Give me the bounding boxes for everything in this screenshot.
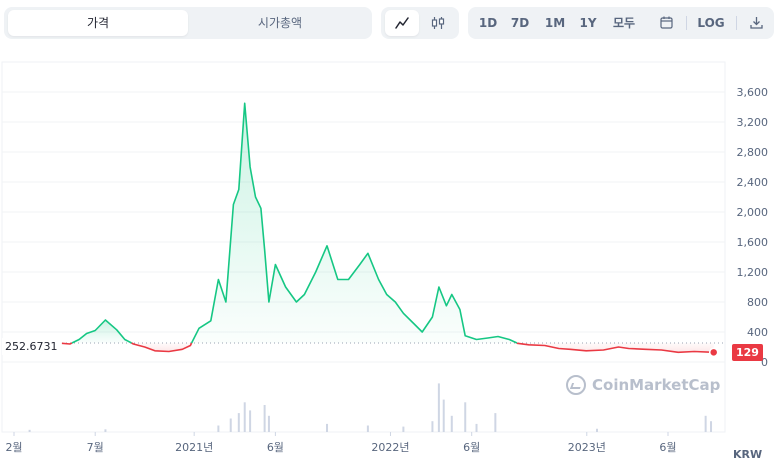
download-icon [749, 17, 763, 29]
calendar-icon [659, 16, 673, 29]
price-line-down [131, 342, 193, 353]
x-tick-label: 6월 [463, 441, 480, 454]
volume-bar [704, 415, 707, 432]
y-tick-label: 400 [747, 326, 768, 339]
volume-bar [263, 405, 266, 432]
range-group: 1D 7D 1M 1Y 모두 LOG [468, 7, 774, 39]
log-divider [736, 16, 737, 30]
volume-bar [494, 413, 497, 432]
tab-market-cap[interactable]: 시가총액 [257, 16, 303, 30]
range-1d-button[interactable]: 1D [478, 16, 498, 30]
chart-type-group [381, 7, 459, 39]
y-tick-label: 3,600 [737, 86, 769, 99]
price-line-up [190, 102, 518, 344]
x-tick-label: 2021년 [175, 441, 213, 454]
y-tick-label: 3,200 [737, 116, 769, 129]
x-tick-label: 6월 [659, 441, 676, 454]
x-tick-label: 7월 [87, 441, 104, 454]
watermark-text: CoinMarketCap [592, 376, 721, 394]
y-tick-label: 1,600 [737, 236, 769, 249]
price-line-down [516, 342, 714, 354]
current-price-dot [708, 347, 719, 358]
x-tick-label: 2022년 [371, 441, 409, 454]
watermark: CoinMarketCap [566, 375, 720, 395]
tab-price[interactable]: 가격 [8, 10, 188, 36]
volume-bar [475, 423, 478, 432]
volume-bar [437, 383, 440, 432]
volume-bar [442, 399, 445, 432]
range-divider [686, 16, 687, 30]
line-chart-icon [395, 17, 409, 29]
price-line-down [61, 342, 73, 345]
volume-bar [104, 429, 107, 432]
price-area-up [71, 320, 132, 343]
y-tick-label: 0 [761, 356, 768, 369]
range-7d-button[interactable]: 7D [510, 16, 530, 30]
download-button[interactable] [744, 7, 768, 39]
plot-frame [1, 61, 726, 433]
price-area-up [191, 103, 517, 343]
candlestick-chart-button[interactable] [421, 10, 455, 36]
coinmarketcap-logo-icon [566, 375, 586, 395]
log-scale-button[interactable]: LOG [697, 16, 725, 30]
volume-bar [402, 426, 405, 432]
range-1y-button[interactable]: 1Y [579, 16, 597, 30]
volume-bar [217, 425, 220, 432]
volume-bar [710, 421, 713, 432]
line-chart-button[interactable] [385, 10, 419, 36]
y-tick-label: 1,200 [737, 266, 769, 279]
volume-bar [28, 429, 31, 432]
y-tick-label: 2,000 [737, 206, 769, 219]
volume-bar [229, 418, 232, 432]
volume-bar [237, 413, 240, 432]
metric-tab-group: 가격 시가총액 [4, 7, 372, 39]
price-line-up [71, 319, 132, 344]
y-tick-label: 800 [747, 296, 768, 309]
volume-bar [243, 402, 246, 432]
date-range-button[interactable] [654, 7, 678, 39]
volume-bar [326, 423, 329, 432]
baseline-price-label: 252.6731 [2, 338, 61, 355]
volume-bar [366, 425, 369, 432]
range-1m-button[interactable]: 1M [544, 16, 566, 30]
volume-bar [267, 415, 270, 432]
current-price-label: 129 [732, 344, 763, 361]
candlestick-icon [431, 17, 445, 29]
y-tick-label: 2,800 [737, 146, 769, 159]
volume-bar [595, 428, 598, 432]
x-tick-label: 2023년 [568, 441, 606, 454]
volume-bar [450, 415, 453, 432]
volume-bar [249, 410, 252, 432]
volume-bar [464, 402, 467, 432]
volume-bar [431, 421, 434, 432]
currency-label: KRW [733, 448, 763, 461]
price-area-down [131, 343, 192, 352]
range-all-button[interactable]: 모두 [612, 16, 636, 30]
x-tick-label: 6월 [267, 441, 284, 454]
x-tick-label: 2월 [5, 441, 22, 454]
y-tick-label: 2,400 [737, 176, 769, 189]
